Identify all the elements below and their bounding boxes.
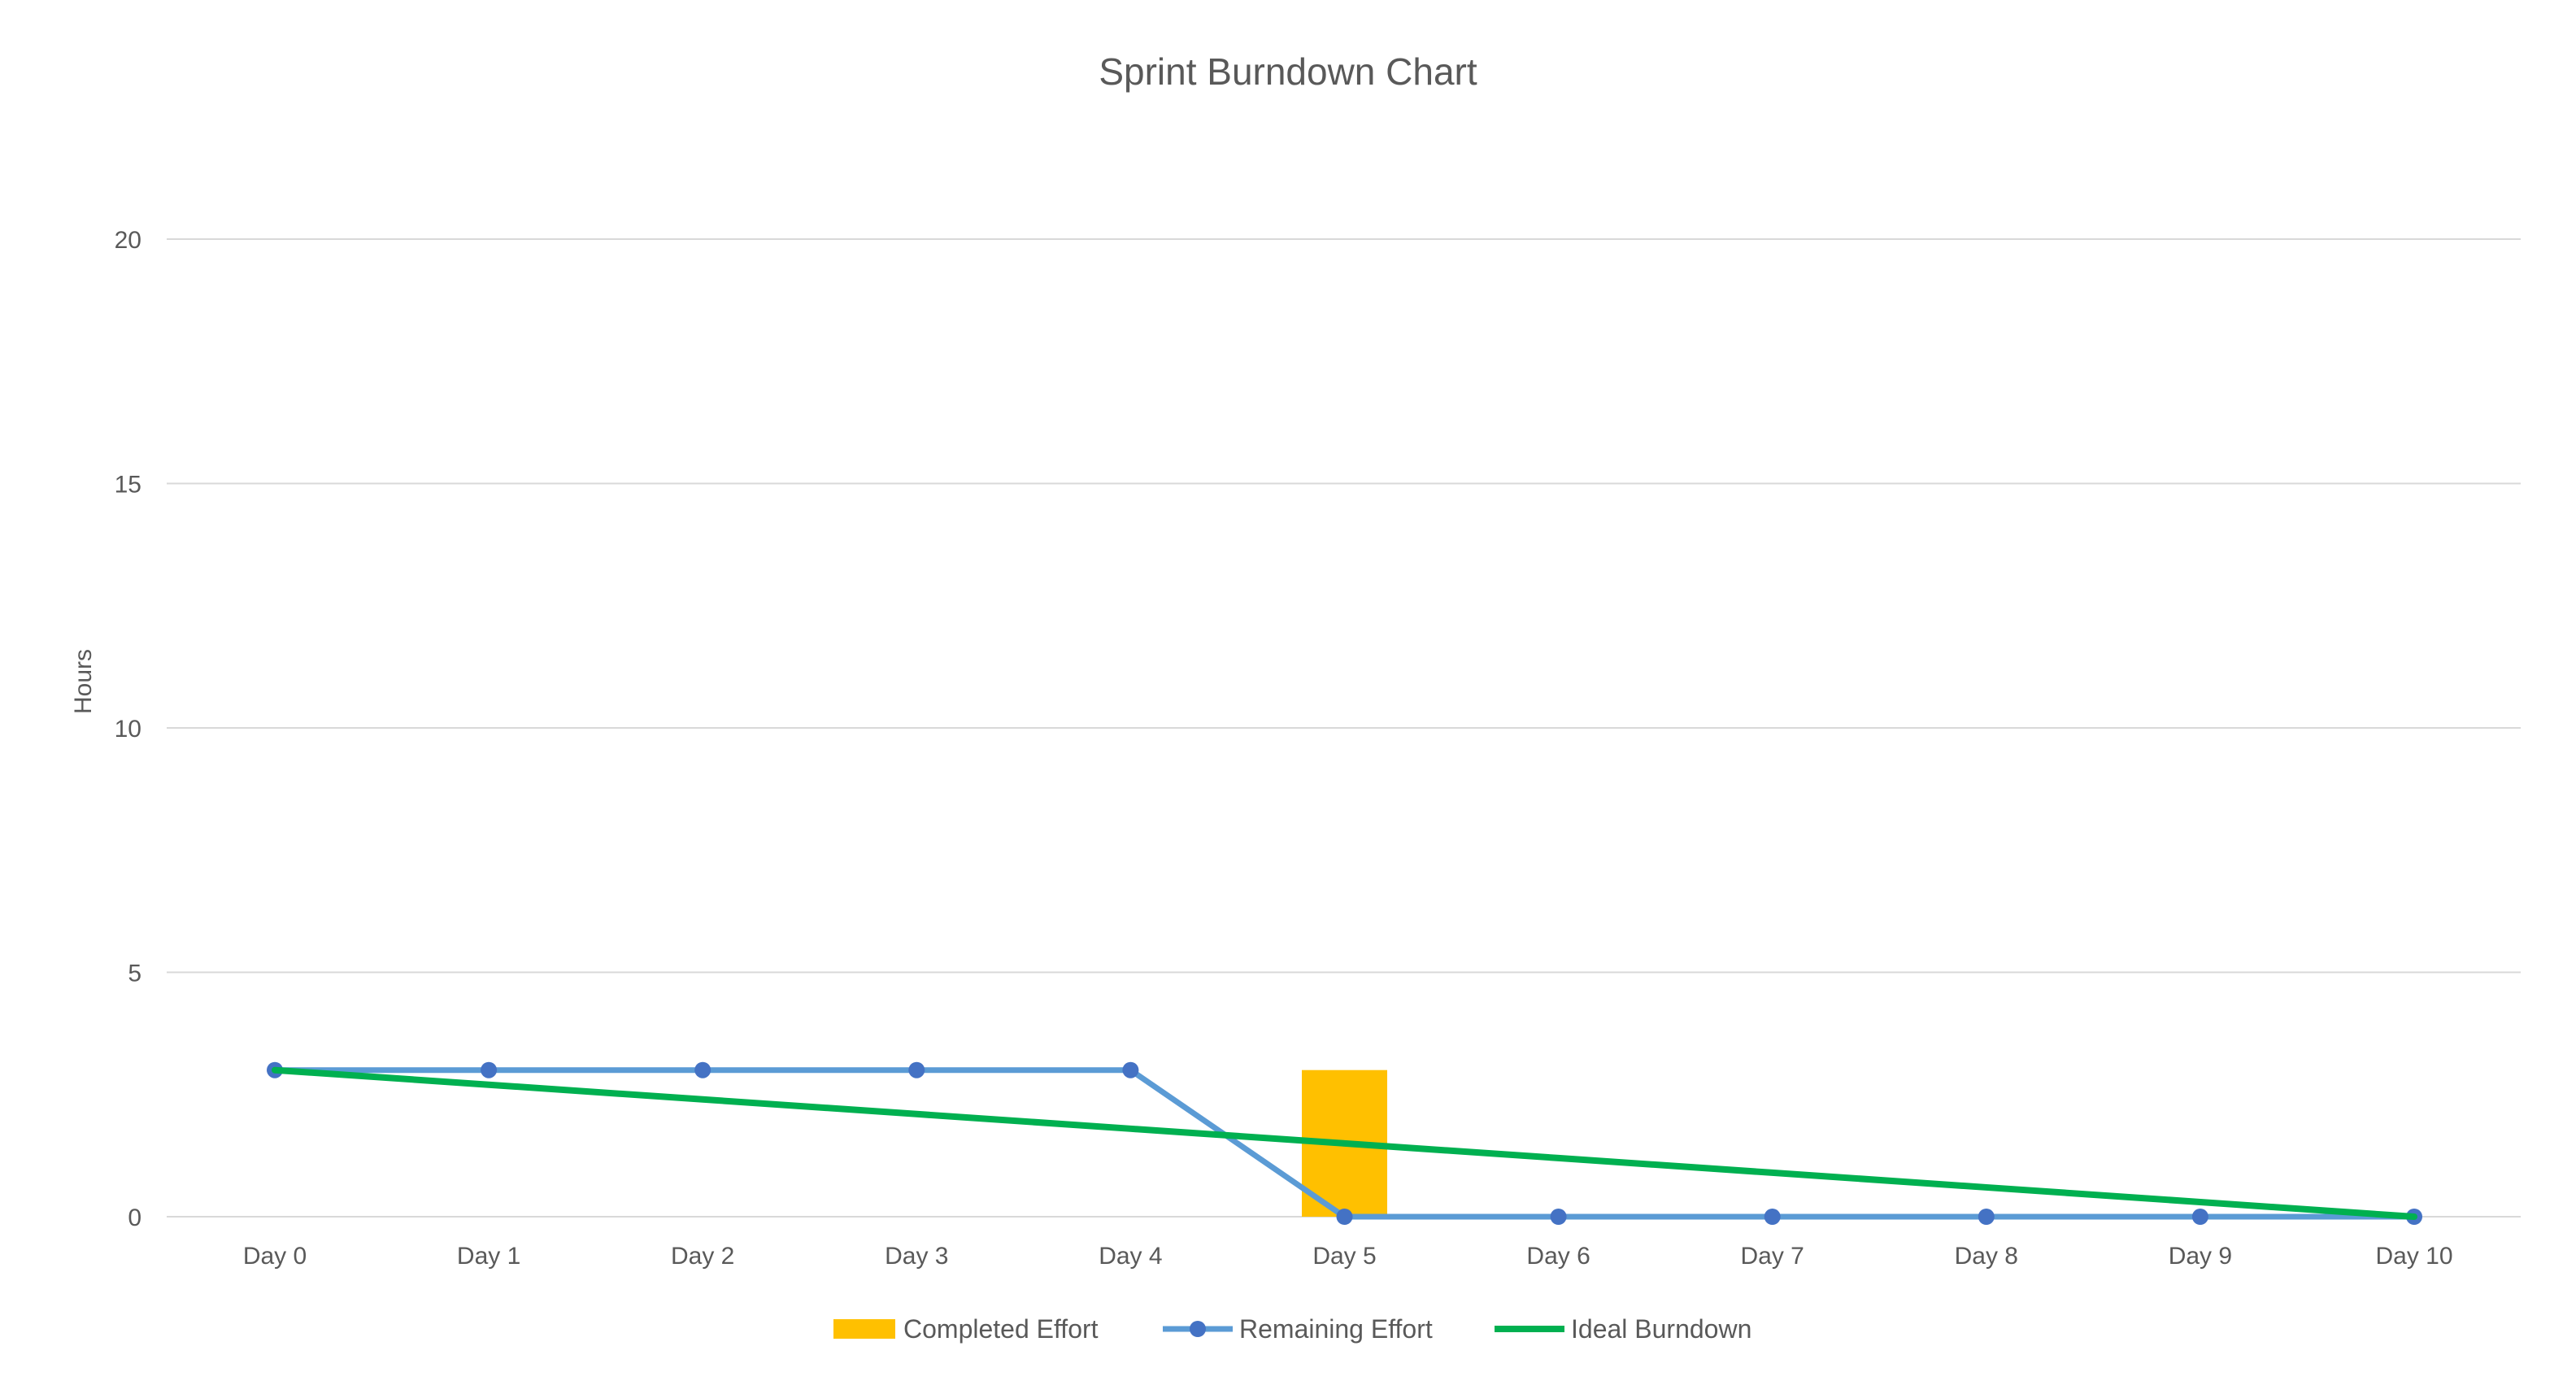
legend-swatch-completed-effort [833,1319,895,1339]
data-point [1550,1209,1567,1225]
ideal-burndown-line [272,1066,2417,1220]
x-tick-label: Day 6 [1526,1243,1590,1270]
legend: Completed Effort Remaining Effort Ideal Bu… [833,1314,1751,1344]
y-tick-label: 20 [115,227,141,254]
y-tick-label: 5 [128,961,141,987]
x-tick-label: Day 5 [1312,1243,1376,1270]
x-tick-label: Day 8 [1955,1243,2018,1270]
data-point [908,1061,925,1078]
legend-label-ideal-burndown: Ideal Burndown [1571,1314,1751,1344]
data-point [1122,1061,1139,1078]
x-tick-label: Day 3 [885,1243,948,1270]
y-axis-ticks: 0 5 10 15 20 [115,227,141,1231]
y-tick-label: 10 [115,716,141,743]
x-tick-label: Day 9 [2169,1243,2232,1270]
x-tick-label: Day 10 [2375,1243,2452,1270]
data-point [481,1061,498,1078]
line-series [267,1061,2422,1225]
chart-title: Sprint Burndown Chart [1099,50,1477,93]
y-tick-label: 15 [115,472,141,499]
data-point [694,1061,711,1078]
legend-label-completed-effort: Completed Effort [903,1314,1099,1344]
data-point [1336,1209,1353,1225]
data-point [2191,1209,2208,1225]
data-point [1764,1209,1781,1225]
legend-label-remaining-effort: Remaining Effort [1239,1314,1433,1344]
y-axis-label: Hours [70,649,97,714]
x-tick-label: Day 2 [671,1243,734,1270]
x-tick-label: Day 1 [457,1243,520,1270]
x-tick-label: Day 0 [243,1243,307,1270]
y-tick-label: 0 [128,1205,141,1231]
legend-marker-remaining-effort [1190,1321,1206,1337]
data-point [1978,1209,1995,1225]
x-axis-ticks: Day 0 Day 1 Day 2 Day 3 Day 4 Day 5 Day 6 Day 7… [243,1243,2453,1270]
x-tick-label: Day 4 [1099,1243,1162,1270]
x-tick-label: Day 7 [1741,1243,1804,1270]
